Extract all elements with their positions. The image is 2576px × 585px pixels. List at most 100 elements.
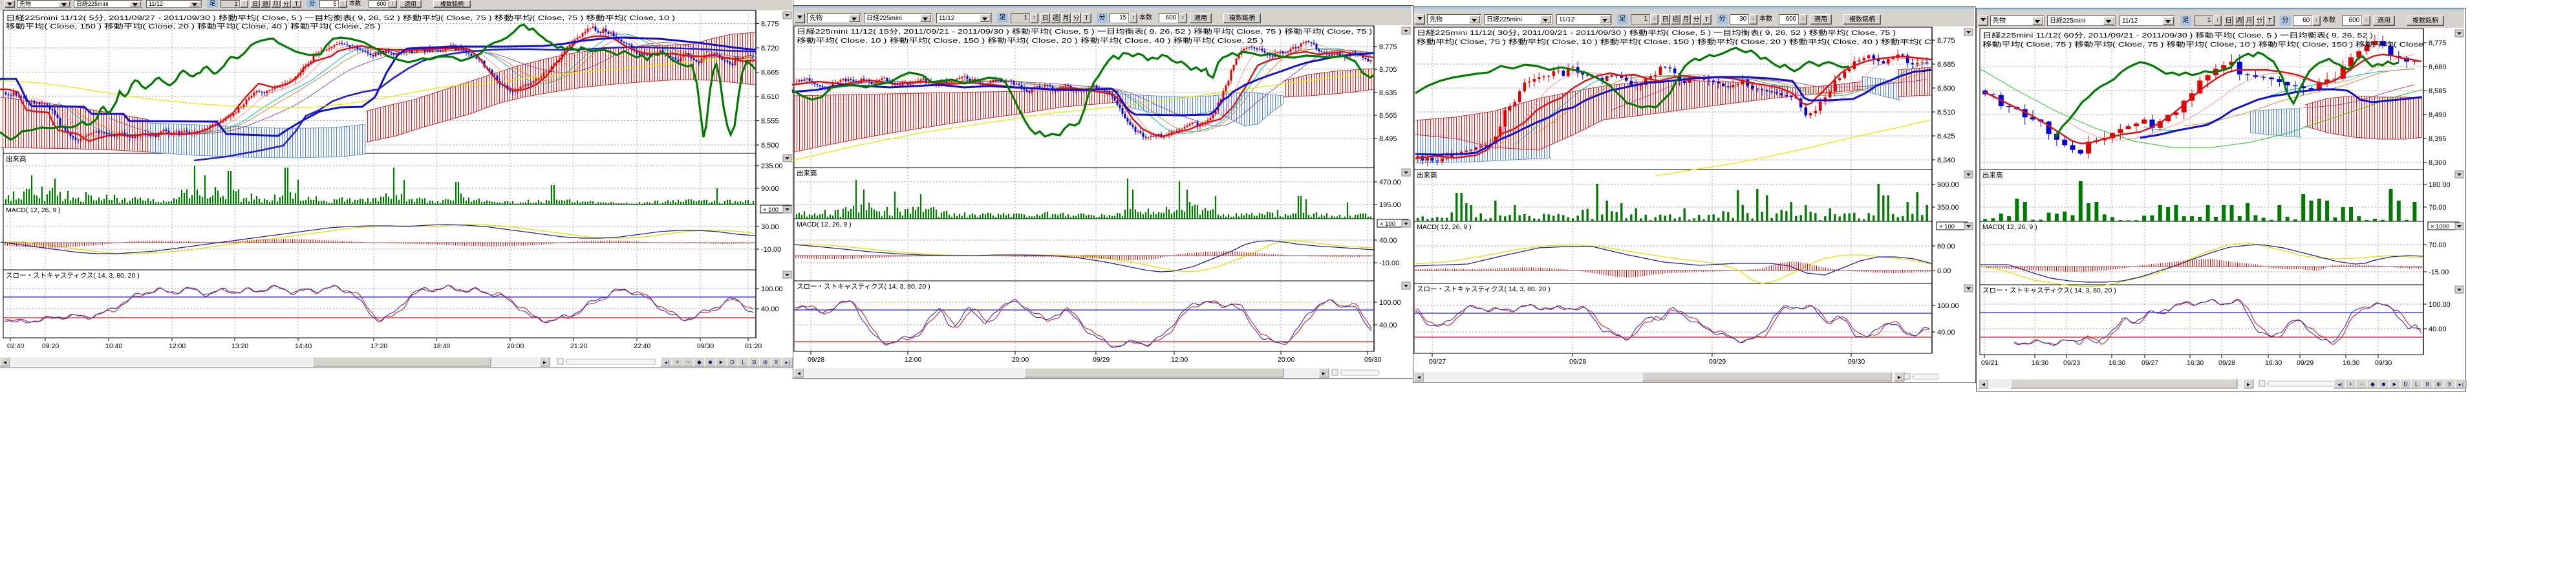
svg-text:20:00: 20:00 (507, 342, 524, 350)
svg-text:L: L (2415, 381, 2418, 388)
svg-text:-15.00: -15.00 (2429, 269, 2449, 276)
svg-text:40.00: 40.00 (2429, 326, 2447, 333)
svg-text:►: ► (2392, 381, 2398, 388)
svg-text:8,705: 8,705 (1379, 66, 1397, 74)
svg-text:+: + (2349, 381, 2352, 388)
svg-text:L: L (742, 359, 745, 366)
svg-text:►: ► (718, 359, 724, 366)
svg-text:70.00: 70.00 (2429, 204, 2447, 212)
svg-text:12:00: 12:00 (1171, 356, 1188, 364)
svg-text:0.00: 0.00 (1937, 267, 1951, 275)
svg-text:09/29: 09/29 (1709, 358, 1726, 366)
svg-text:8,680: 8,680 (2429, 63, 2447, 71)
svg-text:移動平均( Close, 150 ) 移動平均( Cl: 移動平均( Close, 150 ) 移動平均( Close, 20 ) 移動平… (6, 22, 381, 30)
svg-text:12:00: 12:00 (905, 356, 921, 364)
svg-text:02:40: 02:40 (7, 342, 24, 350)
svg-text:X: X (774, 359, 778, 366)
svg-text:+: + (676, 359, 679, 366)
svg-text:09/28: 09/28 (1569, 358, 1586, 366)
svg-text:►: ► (542, 360, 548, 366)
svg-text:100.00: 100.00 (1379, 299, 1401, 307)
svg-text:16:30: 16:30 (2265, 359, 2282, 367)
svg-text:8,775: 8,775 (1379, 43, 1397, 51)
svg-text:◄: ◄ (3, 360, 8, 366)
svg-text:◄: ◄ (1417, 375, 1422, 381)
svg-text:8,665: 8,665 (761, 69, 779, 77)
svg-text:■: ■ (2382, 381, 2385, 388)
svg-text:09/30: 09/30 (697, 342, 714, 350)
svg-text:8,610: 8,610 (761, 93, 779, 101)
svg-text:日経225mini 11/12( 60分, 2011/09/: 日経225mini 11/12( 60分, 2011/09/21 - 2011/… (1982, 31, 2373, 39)
svg-text:12:00: 12:00 (169, 342, 186, 350)
svg-text:70.00: 70.00 (2429, 241, 2447, 249)
svg-text:60.00: 60.00 (1937, 243, 1955, 250)
svg-text:180.00: 180.00 (2429, 181, 2451, 189)
svg-text:8,565: 8,565 (1379, 112, 1397, 120)
svg-text:◄|: ◄| (2337, 383, 2343, 388)
svg-text:09/27: 09/27 (1429, 358, 1446, 366)
svg-text:14:40: 14:40 (295, 342, 312, 350)
svg-text:20:00: 20:00 (1012, 356, 1029, 364)
svg-text:►|: ►| (2458, 383, 2463, 388)
svg-text:8,600: 8,600 (1937, 85, 1955, 93)
svg-text:8,775: 8,775 (761, 21, 779, 28)
svg-text:900.00: 900.00 (1937, 181, 1959, 189)
svg-text:8,685: 8,685 (1937, 61, 1955, 69)
svg-text:−: − (687, 359, 690, 366)
svg-text:09/28: 09/28 (808, 356, 824, 364)
svg-text:350.00: 350.00 (1937, 204, 1959, 212)
svg-text:8,510: 8,510 (1937, 109, 1955, 116)
svg-text:09/29: 09/29 (2297, 359, 2313, 367)
svg-text:⊕: ⊕ (2436, 381, 2442, 388)
svg-text:-10.00: -10.00 (761, 246, 781, 254)
svg-text:09/23: 09/23 (2063, 359, 2080, 367)
svg-text:X: X (2447, 381, 2451, 388)
svg-text:470.00: 470.00 (1379, 179, 1401, 186)
svg-text:8,635: 8,635 (1379, 89, 1397, 97)
svg-text:× 1000: × 1000 (2431, 223, 2449, 230)
svg-text:21:20: 21:20 (570, 342, 587, 350)
svg-text:16:30: 16:30 (2187, 359, 2204, 367)
svg-text:8,495: 8,495 (1379, 135, 1397, 143)
svg-text:MACD( 12, 26, 9 ): MACD( 12, 26, 9 ) (1417, 223, 1472, 231)
svg-text:◄: ◄ (1981, 382, 1986, 388)
svg-text:スロー・ストキャスティクス( 14, 3, 80, 20 ): スロー・ストキャスティクス( 14, 3, 80, 20 ) (797, 283, 930, 291)
svg-text:× 100: × 100 (763, 206, 778, 214)
svg-text:40.00: 40.00 (761, 305, 779, 313)
svg-text:8,775: 8,775 (1937, 37, 1955, 45)
svg-text:■: ■ (709, 359, 712, 366)
svg-text:日経225mini 11/12( 30分, 2011/09/: 日経225mini 11/12( 30分, 2011/09/21 - 2011/… (1417, 28, 1896, 37)
svg-text:8,585: 8,585 (2429, 87, 2447, 95)
svg-text:8,425: 8,425 (1937, 133, 1955, 140)
svg-text:13:20: 13:20 (231, 342, 248, 350)
svg-text:40.00: 40.00 (1379, 322, 1397, 329)
svg-text:8,300: 8,300 (2429, 159, 2447, 167)
svg-text:移動平均( Close, 10 ) 移動平均( Clos: 移動平均( Close, 10 ) 移動平均( Close, 150 ) 移動平… (797, 36, 1263, 45)
svg-text:18:40: 18:40 (433, 342, 450, 350)
svg-text:8,775: 8,775 (2429, 39, 2447, 47)
svg-text:-10.00: -10.00 (1379, 259, 1399, 267)
svg-text:スロー・ストキャスティクス( 14, 3, 80, 20 ): スロー・ストキャスティクス( 14, 3, 80, 20 ) (1982, 287, 2116, 294)
svg-text:16:30: 16:30 (2109, 359, 2125, 367)
svg-text:−: − (2360, 381, 2363, 388)
svg-text:►: ► (2246, 382, 2251, 388)
svg-text:× 100: × 100 (1939, 223, 1955, 230)
svg-text:30.00: 30.00 (761, 223, 779, 231)
svg-text:►: ► (1322, 371, 1327, 377)
svg-text:10:40: 10:40 (105, 342, 122, 350)
svg-text:09/30: 09/30 (1364, 356, 1381, 364)
svg-text:8,555: 8,555 (761, 118, 779, 126)
svg-text:17:20: 17:20 (370, 342, 387, 350)
svg-text:16:30: 16:30 (2343, 359, 2359, 367)
svg-text:09/28: 09/28 (2218, 359, 2235, 367)
svg-text:22:40: 22:40 (634, 342, 650, 350)
svg-text:09/27: 09/27 (2141, 359, 2158, 367)
svg-text:100.00: 100.00 (1937, 302, 1959, 310)
svg-text:09/30: 09/30 (1848, 358, 1865, 366)
svg-text:D: D (730, 359, 735, 366)
svg-text:01:20: 01:20 (745, 342, 762, 350)
svg-text:スロー・ストキャスティクス( 14, 3, 80, 20 ): スロー・ストキャスティクス( 14, 3, 80, 20 ) (1417, 285, 1551, 293)
svg-text:◆: ◆ (2370, 381, 2375, 388)
svg-text:日経225mini 11/12( 5分, 2011/09/2: 日経225mini 11/12( 5分, 2011/09/27 - 2011/0… (6, 14, 675, 22)
svg-text:09/30: 09/30 (2375, 359, 2392, 367)
